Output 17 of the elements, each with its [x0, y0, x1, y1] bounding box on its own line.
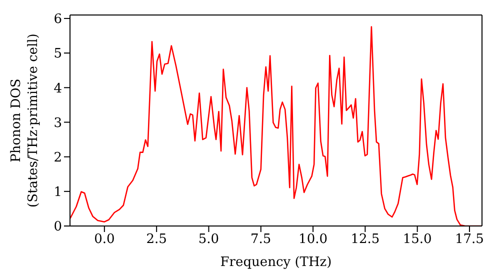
y-tick-label: 0	[54, 220, 62, 235]
x-tick-label: 2.5	[146, 232, 167, 248]
y-tick-label: 5	[54, 46, 62, 62]
x-tick-label: 7.5	[250, 232, 272, 248]
x-tick-label: 5.0	[198, 232, 220, 248]
y-tick-label: 3	[54, 116, 62, 131]
y-tick-label: 1	[54, 185, 62, 200]
x-tick-label: 0.0	[94, 232, 115, 248]
y-tick-label: 2	[54, 150, 62, 166]
x-tick-label: 10.0	[298, 232, 328, 248]
x-tick-label: 15.0	[402, 232, 432, 248]
x-tick-label: 12.5	[350, 232, 380, 248]
y-tick-label: 6	[54, 12, 62, 28]
y-tick-label: 4	[54, 81, 62, 96]
x-tick-label: 17.5	[455, 232, 484, 248]
x-axis-title: Frequency (THz)	[220, 255, 332, 270]
y-axis-title: Phonon DOS (States/THz·primitive cell)	[9, 33, 41, 208]
